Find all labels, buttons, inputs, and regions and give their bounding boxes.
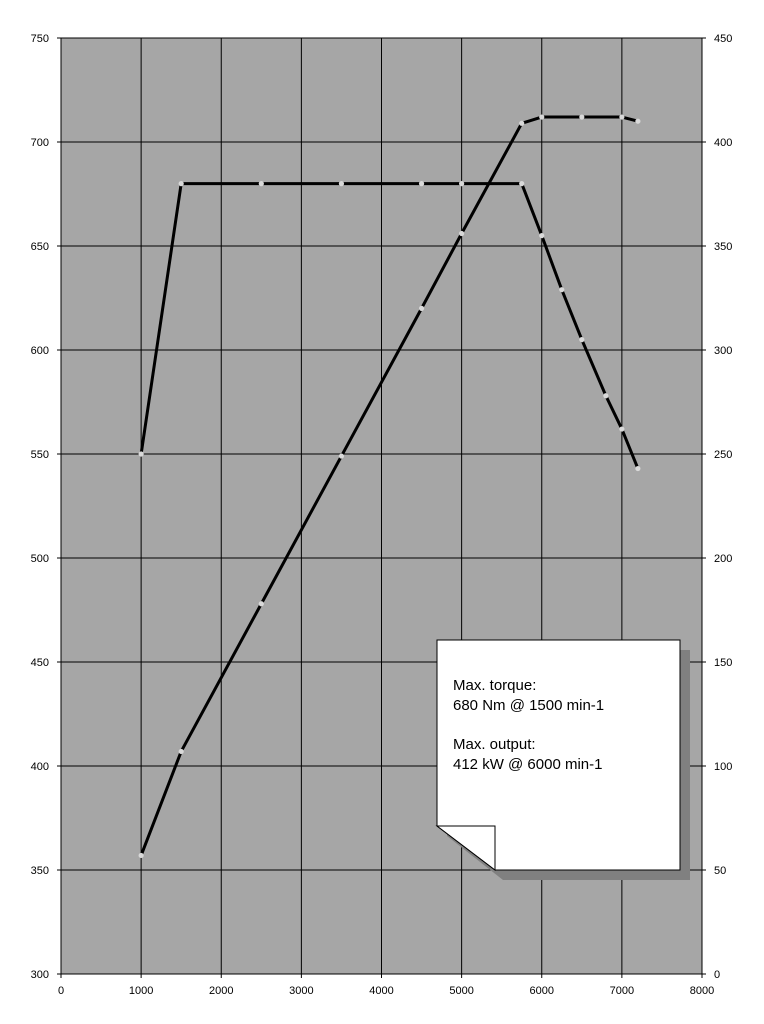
annotation-line-3: Max. output: bbox=[453, 736, 536, 753]
y2-tick-label: 100 bbox=[714, 761, 732, 773]
series-1-point bbox=[519, 181, 525, 187]
series-1-point bbox=[418, 181, 425, 187]
y-tick-label: 550 bbox=[31, 449, 49, 461]
x-tick-label: 0 bbox=[58, 985, 64, 997]
annotation-line-2: 680 Nm @ 1500 min-1 bbox=[453, 697, 604, 714]
series-2-point bbox=[338, 453, 345, 459]
y-tick-label: 500 bbox=[31, 553, 49, 565]
x-tick-label: 1000 bbox=[129, 985, 153, 997]
y-tick-label: 350 bbox=[31, 865, 49, 877]
y-tick-label: 700 bbox=[31, 137, 49, 149]
y2-tick-label: 0 bbox=[714, 969, 720, 981]
series-2-point bbox=[418, 305, 425, 311]
series-2-point bbox=[579, 114, 585, 120]
y-tick-label: 450 bbox=[31, 657, 49, 669]
y-axis-left-ticks: 300 350 400 450 500 550 600 650 700 750 bbox=[31, 33, 61, 981]
y2-tick-label: 400 bbox=[714, 137, 732, 149]
y-axis-right-ticks: 0 50 100 150 200 250 300 350 400 450 bbox=[702, 33, 732, 981]
series-1-point bbox=[635, 465, 641, 472]
x-tick-label: 3000 bbox=[289, 985, 313, 997]
series-2-point bbox=[539, 114, 545, 120]
series-1-point bbox=[338, 181, 345, 187]
x-tick-label: 5000 bbox=[449, 985, 473, 997]
annotation-line-1: Max. torque: bbox=[453, 677, 536, 694]
y-tick-label: 400 bbox=[31, 761, 49, 773]
x-tick-label: 6000 bbox=[530, 985, 554, 997]
series-2-point bbox=[138, 852, 144, 859]
y2-tick-label: 50 bbox=[714, 865, 726, 877]
x-tick-label: 8000 bbox=[690, 985, 714, 997]
series-2-point bbox=[519, 120, 525, 126]
x-tick-label: 7000 bbox=[610, 985, 634, 997]
annotation-note bbox=[436, 639, 681, 871]
series-2-point bbox=[258, 601, 264, 607]
series-2-point bbox=[635, 118, 641, 124]
series-2-point bbox=[178, 748, 184, 755]
y-tick-label: 750 bbox=[31, 33, 49, 45]
y2-tick-label: 450 bbox=[714, 33, 732, 45]
annotation-page-curl bbox=[435, 825, 496, 872]
series-1-point bbox=[539, 233, 545, 239]
y2-tick-label: 150 bbox=[714, 657, 732, 669]
series-1-point bbox=[603, 393, 609, 399]
series-1-point bbox=[258, 181, 264, 187]
y2-tick-label: 350 bbox=[714, 241, 732, 253]
series-2-point bbox=[619, 114, 625, 120]
x-tick-label: 2000 bbox=[209, 985, 233, 997]
series-1-point bbox=[138, 451, 144, 457]
series-2-point bbox=[459, 230, 465, 237]
series-1-point bbox=[579, 337, 585, 343]
series-1-point bbox=[178, 181, 184, 187]
y-tick-label: 300 bbox=[31, 969, 49, 981]
series-1-point bbox=[459, 181, 465, 187]
x-axis-ticks: 0 1000 2000 3000 4000 5000 6000 7000 8000 bbox=[58, 974, 714, 997]
y2-tick-label: 250 bbox=[714, 449, 732, 461]
series-layer bbox=[138, 114, 641, 859]
y2-tick-label: 300 bbox=[714, 345, 732, 357]
x-tick-label: 4000 bbox=[369, 985, 393, 997]
annotation-box: Max. torque: 680 Nm @ 1500 min-1 Max. ou… bbox=[435, 639, 690, 880]
y-tick-label: 650 bbox=[31, 241, 49, 253]
series-1-point bbox=[559, 287, 565, 293]
annotation-line-4: 412 kW @ 6000 min-1 bbox=[453, 756, 602, 773]
y-tick-label: 600 bbox=[31, 345, 49, 357]
y2-tick-label: 200 bbox=[714, 553, 732, 565]
series-1-point bbox=[619, 426, 625, 432]
